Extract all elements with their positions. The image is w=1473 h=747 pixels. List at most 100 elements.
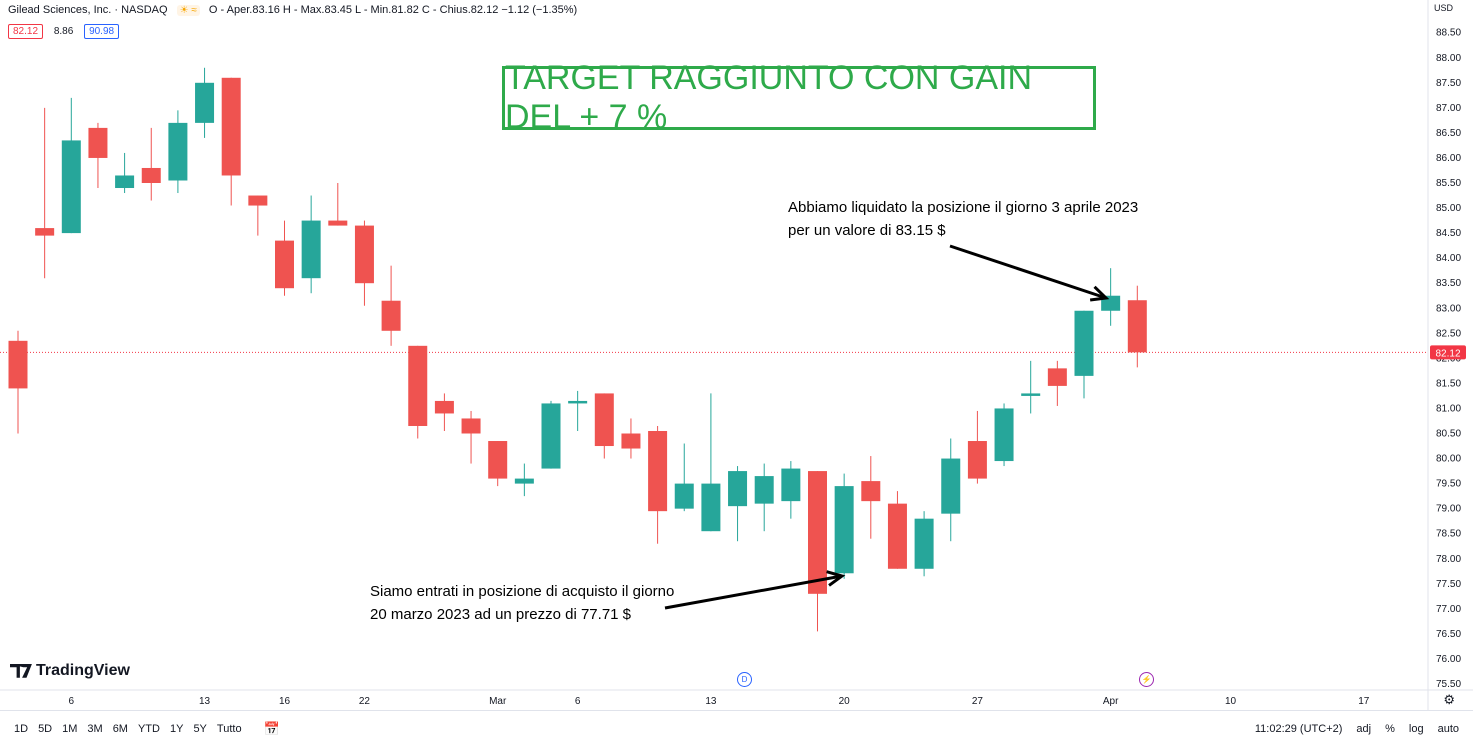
y-tick-label: 80.50 <box>1436 429 1461 440</box>
y-tick-label: 76.50 <box>1436 629 1461 640</box>
candle-body <box>1047 368 1067 386</box>
tradingview-logo[interactable]: TradingView <box>10 662 130 680</box>
logo-text: TradingView <box>36 662 130 679</box>
tradingview-logo-icon <box>10 663 32 678</box>
log-toggle[interactable]: log <box>1408 723 1424 735</box>
last-price-label: 82.12 <box>1435 348 1460 359</box>
y-tick-label: 80.00 <box>1436 454 1461 465</box>
candle-body <box>8 340 28 389</box>
candle-body <box>861 481 881 502</box>
candle-body <box>674 483 694 509</box>
candle-body <box>115 175 135 189</box>
x-tick-label: Apr <box>1103 696 1119 707</box>
candle-body <box>701 483 721 532</box>
candle-body <box>621 433 641 449</box>
bottom-toolbar: 1D 5D 1M 3M 6M YTD 1Y 5Y Tutto 📅 11:02:2… <box>0 710 1473 747</box>
y-tick-label: 79.50 <box>1436 479 1461 490</box>
candle-body <box>354 225 374 284</box>
tf-1m[interactable]: 1M <box>62 723 78 735</box>
x-tick-label: 6 <box>69 696 75 707</box>
y-tick-label: 77.50 <box>1436 579 1461 590</box>
y-tick-label: 86.50 <box>1436 128 1461 139</box>
candle-body <box>781 468 801 502</box>
y-tick-label: 77.00 <box>1436 604 1461 615</box>
y-tick-label: 87.00 <box>1436 103 1461 114</box>
candle-body <box>887 503 907 569</box>
percent-toggle[interactable]: % <box>1385 723 1395 735</box>
candle-body <box>941 458 961 514</box>
candle-body <box>408 345 428 426</box>
dividend-event-icon[interactable]: D <box>737 672 752 687</box>
candle-body <box>1021 393 1041 396</box>
candle-body <box>967 441 987 479</box>
gear-icon[interactable]: ⚙ <box>1443 692 1455 707</box>
auto-toggle[interactable]: auto <box>1437 723 1459 735</box>
y-tick-label: 83.50 <box>1436 278 1461 289</box>
ohlc-readout: O - Aper.83.16 H - Max.83.45 L - Min.81.… <box>208 4 578 16</box>
tf-5d[interactable]: 5D <box>38 723 53 735</box>
session-icons[interactable]: ☀ ≈ <box>176 5 200 16</box>
x-tick-label: 20 <box>839 696 851 707</box>
x-tick-label: 17 <box>1358 696 1370 707</box>
price-badges: 82.12 8.86 90.98 <box>8 24 123 39</box>
exit-arrow <box>949 244 1107 300</box>
y-tick-label: 75.50 <box>1436 679 1461 690</box>
y-tick-label: 84.00 <box>1436 253 1461 264</box>
candle-body <box>328 220 348 226</box>
y-tick-label: 85.00 <box>1436 203 1461 214</box>
y-tick-label: 88.00 <box>1436 53 1461 64</box>
candle-body <box>808 471 827 594</box>
candle-body <box>275 240 294 289</box>
calendar-icon[interactable]: 📅 <box>263 721 280 736</box>
tf-5y[interactable]: 5Y <box>193 723 207 735</box>
exit-arrow-head <box>1089 285 1110 302</box>
candle-body <box>381 300 401 331</box>
candle-body <box>461 418 481 434</box>
candle-body <box>594 393 614 447</box>
candle-body <box>914 518 934 569</box>
exit-note: Abbiamo liquidato la posizione il giorno… <box>788 199 1139 239</box>
y-tick-label: 81.50 <box>1436 378 1461 389</box>
target-banner: TARGET RAGGIUNTO CON GAIN DEL + 7 % <box>502 59 1096 136</box>
x-tick-label: 13 <box>705 696 717 707</box>
y-tick-label: 81.00 <box>1436 403 1461 414</box>
candle-body <box>648 430 668 512</box>
x-tick-label: 6 <box>575 696 581 707</box>
bid-badge[interactable]: 82.12 <box>8 24 44 39</box>
toolbar-right: 11:02:29 (UTC+2) adj % log auto <box>1255 723 1459 735</box>
y-tick-label: 76.00 <box>1436 654 1461 665</box>
candle-body <box>248 195 268 206</box>
candle-body <box>434 400 454 414</box>
symbol-title[interactable]: Gilead Sciences, Inc. · NASDAQ <box>8 4 168 16</box>
candle-body <box>35 228 55 236</box>
tf-1d[interactable]: 1D <box>14 723 29 735</box>
candle-body <box>1074 310 1094 376</box>
candle-body <box>1127 300 1147 353</box>
entry-note: Siamo entrati in posizione di acquisto i… <box>370 583 675 623</box>
ask-badge[interactable]: 90.98 <box>84 24 120 39</box>
adj-toggle[interactable]: adj <box>1356 723 1372 735</box>
tf-all[interactable]: Tutto <box>216 723 242 735</box>
y-tick-label: 85.50 <box>1436 178 1461 189</box>
tf-3m[interactable]: 3M <box>87 723 103 735</box>
candle-body <box>541 403 561 469</box>
timeframe-list: 1D 5D 1M 3M 6M YTD 1Y 5Y Tutto <box>14 723 242 735</box>
candle-body <box>301 220 321 279</box>
entry-arrow-head <box>826 570 846 587</box>
candle-body <box>61 140 81 234</box>
y-tick-label: 78.00 <box>1436 554 1461 565</box>
currency-label[interactable]: USD <box>1433 3 1453 13</box>
candle-body <box>488 441 508 479</box>
y-tick-label: 84.50 <box>1436 228 1461 239</box>
candle-body <box>168 122 188 181</box>
candle-body <box>834 486 854 574</box>
clock[interactable]: 11:02:29 (UTC+2) <box>1254 723 1343 735</box>
x-tick-label: 27 <box>972 696 984 707</box>
price-chart[interactable]: 75.50 76.00 76.50 77.00 77.50 78.00 78.50 79.00… <box>0 0 1473 710</box>
split-event-icon[interactable]: ⚡ <box>1139 672 1154 687</box>
tf-6m[interactable]: 6M <box>112 723 128 735</box>
tf-ytd[interactable]: YTD <box>137 723 160 735</box>
candle-body <box>994 408 1014 462</box>
chart-header: Gilead Sciences, Inc. · NASDAQ ☀ ≈ O - A… <box>8 4 577 16</box>
tf-1y[interactable]: 1Y <box>169 723 184 735</box>
